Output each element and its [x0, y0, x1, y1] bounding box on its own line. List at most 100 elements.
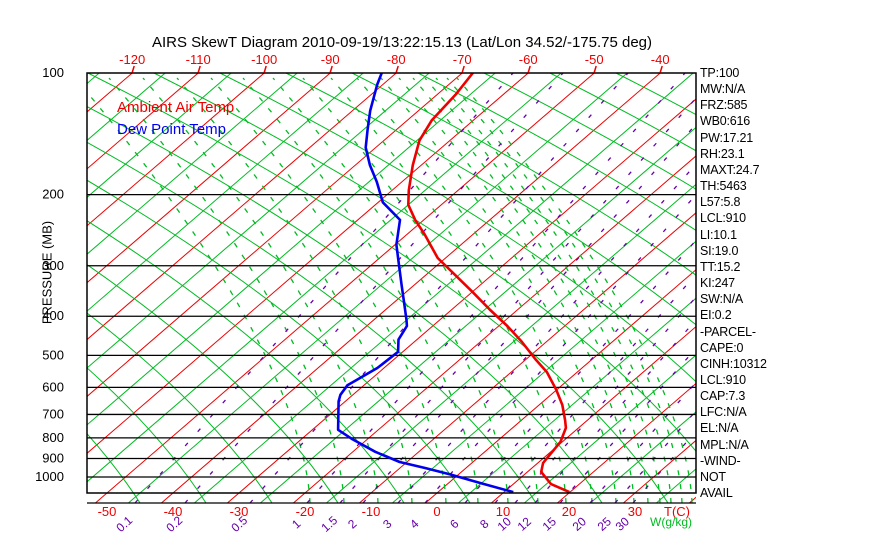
- mixing-ratio-label: 3: [380, 516, 395, 531]
- bottom-temp-label: -20: [296, 504, 315, 519]
- top-temp-label: -110: [186, 52, 211, 67]
- mixing-ratio-line: [589, 381, 696, 503]
- mixing-ratio-unit-label: W(g/kg): [650, 515, 692, 529]
- moist-adiabat: [242, 77, 479, 503]
- dry-adiabat: [87, 312, 273, 503]
- pressure-tick-label: 200: [42, 187, 64, 202]
- top-temp-tick: [659, 65, 663, 73]
- top-temp-tick: [461, 65, 465, 73]
- bottom-temp-label: 0: [433, 504, 440, 519]
- top-temp-label: -100: [251, 52, 277, 67]
- mixing-ratio-line: [514, 296, 696, 503]
- mixing-ratio-line: [306, 73, 686, 503]
- pressure-axis-label: PRESSURE (MB): [39, 220, 55, 325]
- stat-line: SI:19.0: [700, 243, 739, 258]
- moist-adiabat: [446, 77, 683, 503]
- pressure-tick-label: 100: [42, 65, 64, 80]
- mixing-ratio-line: [134, 73, 514, 503]
- pressure-tick-label: 800: [42, 430, 64, 445]
- isotherm-major: [359, 212, 696, 503]
- mixing-ratio-label: 8: [477, 516, 492, 531]
- mixing-ratio-label: 2: [345, 516, 360, 531]
- stats-column: TP:100 MW:N/A FRZ:585 WB0:616 PW:17.21 RH:23.…: [700, 65, 767, 501]
- pressure-tick-label: 600: [42, 379, 64, 394]
- mixing-ratio-line: [339, 97, 696, 503]
- moist-adiabat: [412, 77, 649, 503]
- bottom-temp-label: -30: [230, 504, 249, 519]
- isotherm-minor: [590, 411, 696, 503]
- isotherm-major: [87, 73, 397, 341]
- moist-adiabat: [87, 91, 311, 503]
- mixing-ratio-label: 4: [407, 516, 422, 531]
- top-temp-tick: [329, 65, 333, 73]
- stat-line: EL:N/A: [700, 421, 739, 436]
- stat-line: MPL:N/A: [700, 437, 749, 452]
- stat-line: AVAIL: [700, 486, 733, 501]
- bottom-temp-label: 10: [496, 504, 510, 519]
- mixing-ratio-line: [464, 239, 696, 503]
- stat-line: EI:0.2: [700, 308, 732, 323]
- top-temp-tick: [131, 65, 135, 73]
- moist-adiabat: [356, 77, 593, 503]
- bottom-temp-label: 20: [562, 504, 576, 519]
- stat-line: MW:N/A: [700, 82, 746, 97]
- moist-adiabat: [380, 77, 617, 503]
- dry-adiabat: [87, 141, 537, 503]
- top-temp-tick: [527, 65, 531, 73]
- stat-line: SW:N/A: [700, 292, 744, 307]
- moist-adiabat: [398, 77, 635, 503]
- isotherm-minor: [87, 73, 562, 483]
- isotherm-major: [425, 269, 696, 503]
- mixing-ratio-line: [362, 123, 696, 503]
- dry-adiabat: [549, 73, 696, 152]
- top-temp-label: -60: [519, 52, 538, 67]
- isotherm-major: [87, 73, 265, 227]
- top-temp-label: -70: [453, 52, 472, 67]
- isotherm-major: [87, 73, 133, 113]
- bottom-temp-label: -10: [362, 504, 381, 519]
- isotherm-major: [161, 73, 661, 503]
- bottom-temp-label: -50: [98, 504, 117, 519]
- stat-line: LCL:910: [700, 372, 746, 387]
- stat-line: MAXT:24.7: [700, 162, 760, 177]
- dry-adiabat: [87, 433, 141, 503]
- stat-line: LI:10.1: [700, 227, 737, 242]
- pressure-tick-label: 900: [42, 451, 64, 466]
- legend-ambient-temp: Ambient Air Temp: [117, 99, 235, 116]
- mixing-ratio-label: 0.1: [113, 513, 135, 535]
- stat-line: CINH:10312: [700, 356, 767, 371]
- mixing-ratio-line: [614, 409, 696, 503]
- dew-point-curve: [336, 73, 514, 494]
- isotherm-major: [87, 73, 463, 398]
- pressure-tick-label: 300: [42, 258, 64, 273]
- dry-adiabat: [483, 73, 696, 190]
- stat-line: CAPE:0: [700, 340, 744, 355]
- dry-adiabat: [219, 73, 696, 383]
- isotherm-minor: [128, 73, 628, 503]
- moist-adiabat: [456, 77, 693, 503]
- mixing-ratio-label: 25: [595, 514, 615, 534]
- moist-adiabat: [435, 77, 672, 503]
- temp-unit-label: T(C): [664, 504, 690, 519]
- plot-frame: [86, 72, 697, 494]
- moist-adiabat: [272, 77, 509, 503]
- mixing-ratio-line: [424, 193, 696, 503]
- isotherm-minor: [87, 73, 298, 255]
- isotherm-major: [491, 325, 696, 503]
- dry-adiabat: [87, 367, 207, 503]
- mixing-ratio-line: [534, 318, 696, 503]
- isotherm-minor: [87, 73, 430, 369]
- moist-adiabat: [210, 77, 447, 503]
- moist-adiabat: [302, 77, 539, 503]
- pressure-tick-label: 500: [42, 347, 64, 362]
- isotherm-minor: [326, 183, 696, 503]
- ambient-temp-curve: [406, 73, 570, 494]
- dry-adiabat: [87, 179, 471, 503]
- dry-adiabat: [87, 264, 339, 503]
- mixing-ratio-line: [494, 273, 696, 503]
- bottom-temp-label: -40: [164, 504, 183, 519]
- isotherm-minor: [194, 73, 694, 503]
- dry-adiabat: [285, 73, 696, 326]
- pressure-tick-label: 700: [42, 406, 64, 421]
